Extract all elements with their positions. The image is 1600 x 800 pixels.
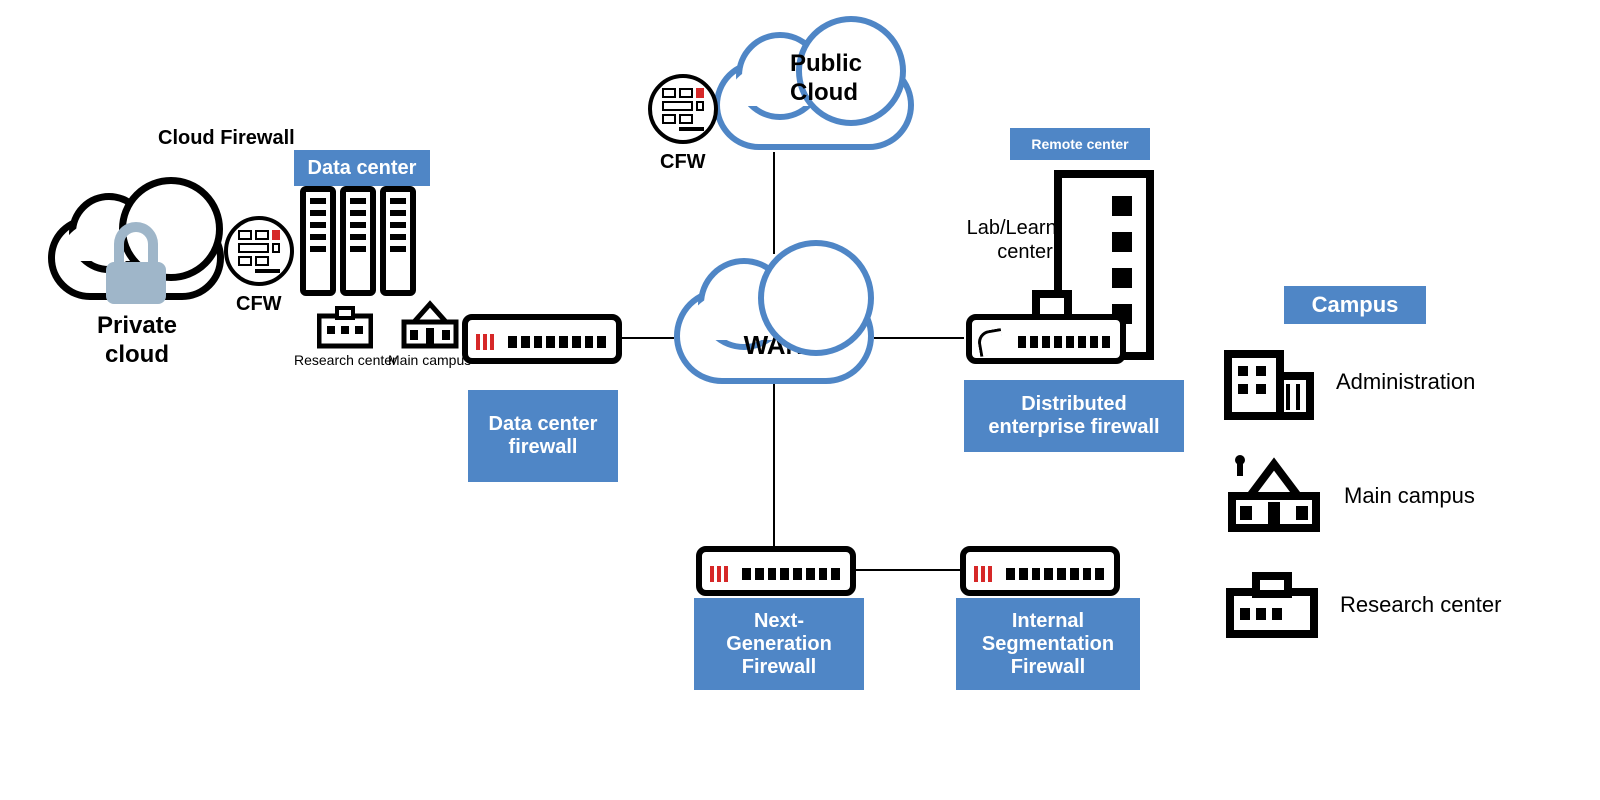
de-firewall-icon	[966, 314, 1126, 364]
cfw-dc-label: CFW	[236, 292, 282, 316]
remote-center-badge: Remote center	[1010, 128, 1150, 160]
wan-label: WAN	[680, 330, 868, 361]
cfw-public-badge-icon	[648, 74, 718, 144]
wan-cloud-icon: WAN	[674, 288, 874, 384]
main-campus-small-icon: Main campus	[388, 300, 471, 369]
legend-research-center-label: Research center	[1340, 592, 1501, 618]
legend-administration-label: Administration	[1336, 369, 1475, 395]
ngfw-badge: Next-Generation Firewall	[694, 598, 864, 690]
server-racks-icon	[300, 186, 416, 296]
cloud-firewall-title: Cloud Firewall	[158, 126, 295, 150]
isfw-icon	[960, 546, 1120, 596]
legend-administration: Administration	[1222, 340, 1475, 424]
diagram-canvas: Cloud Firewall Private cloud CFW Researc…	[0, 0, 1600, 800]
campus-badge: Campus	[1284, 286, 1426, 324]
legend-main-campus: Main campus	[1222, 454, 1475, 538]
private-cloud-label: Private cloud	[70, 312, 204, 370]
research-center-small-icon: Research center	[294, 306, 397, 369]
cfw-badge-icon	[224, 216, 294, 286]
isfw-badge: Internal Segmentation Firewall	[956, 598, 1140, 690]
cfw-public-label: CFW	[660, 150, 706, 174]
research-center-icon	[1222, 568, 1322, 642]
dc-firewall-icon	[462, 314, 622, 364]
public-cloud-label: Public Cloud	[790, 50, 900, 108]
data-center-badge: Data center	[294, 150, 430, 186]
administration-icon	[1222, 340, 1318, 424]
de-firewall-badge: Distributed enterprise firewall	[964, 380, 1184, 452]
padlock-icon	[106, 222, 166, 300]
legend-main-campus-label: Main campus	[1344, 483, 1475, 509]
ngfw-icon	[696, 546, 856, 596]
legend-research-center: Research center	[1222, 568, 1501, 642]
dc-firewall-badge: Data center firewall	[468, 390, 618, 482]
main-campus-icon	[1222, 454, 1326, 538]
